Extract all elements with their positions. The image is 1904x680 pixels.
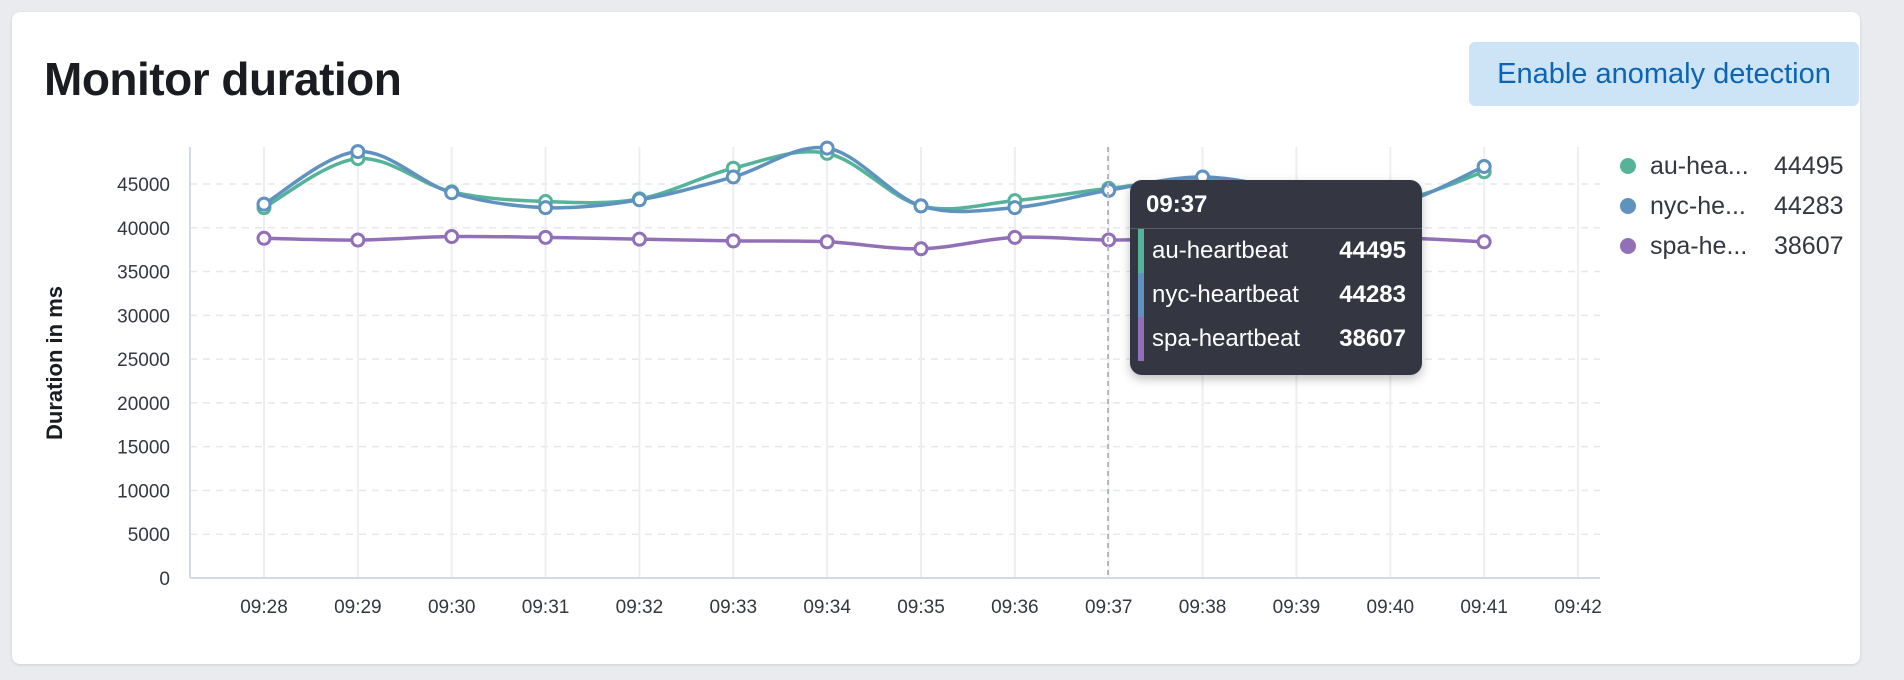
x-tick-label: 09:32 xyxy=(616,597,664,618)
tooltip-series-name: spa-heartbeat xyxy=(1152,325,1301,352)
legend-item[interactable]: au-hea... 44495 xyxy=(1620,146,1870,186)
data-point-spa-heartbeat xyxy=(725,233,741,249)
x-tick-label: 09:29 xyxy=(334,597,382,618)
tooltip-time: 09:37 xyxy=(1130,180,1422,229)
x-tick-label: 09:28 xyxy=(240,597,288,618)
y-tick-label: 15000 xyxy=(117,438,170,459)
data-point-nyc-heartbeat xyxy=(444,185,460,201)
y-tick-label: 10000 xyxy=(117,481,170,502)
tooltip-series-value: 44283 xyxy=(1339,281,1406,308)
tooltip-series-name: au-heartbeat xyxy=(1152,237,1289,264)
legend-value: 44495 xyxy=(1774,151,1844,180)
tooltip-swatch xyxy=(1138,229,1144,273)
legend-dot-icon xyxy=(1620,238,1636,254)
data-point-nyc-heartbeat xyxy=(538,200,554,216)
x-tick-label: 09:40 xyxy=(1367,597,1415,618)
tooltip-row: nyc-heartbeat 44283 xyxy=(1138,273,1422,317)
tooltip-row: au-heartbeat 44495 xyxy=(1138,229,1422,273)
legend-name: spa-he... xyxy=(1650,231,1748,260)
tooltip-series-value: 38607 xyxy=(1339,325,1406,352)
enable-anomaly-detection-button[interactable]: Enable anomaly detection xyxy=(1469,42,1859,106)
tooltip-row: spa-heartbeat 38607 xyxy=(1138,317,1422,361)
x-tick-label: 09:34 xyxy=(803,597,851,618)
chart-legend: au-hea... 44495 nyc-he... 44283 spa-he... 386… xyxy=(1620,146,1870,266)
data-point-nyc-heartbeat xyxy=(631,192,647,208)
data-point-spa-heartbeat xyxy=(256,230,272,246)
chart-axes: 0 5000 10000 15000 20000 25000 30000 35000 40000… xyxy=(117,147,1602,618)
legend-name: au-hea... xyxy=(1650,151,1749,180)
data-point-nyc-heartbeat xyxy=(350,144,366,160)
data-point-nyc-heartbeat xyxy=(913,198,929,214)
x-tick-label: 09:36 xyxy=(991,597,1039,618)
y-tick-label: 35000 xyxy=(117,263,170,284)
x-tick-label: 09:42 xyxy=(1554,597,1602,618)
tooltip-series-name: nyc-heartbeat xyxy=(1152,281,1299,308)
data-point-spa-heartbeat xyxy=(444,229,460,245)
chart-tooltip: 09:37 au-heartbeat 44495 nyc-heartbeat 4428… xyxy=(1130,180,1422,375)
monitor-duration-panel: Monitor duration Enable anomaly detectio… xyxy=(12,12,1860,664)
x-tick-label: 09:41 xyxy=(1460,597,1508,618)
y-tick-label: 5000 xyxy=(128,525,170,546)
y-tick-label: 40000 xyxy=(117,219,170,240)
data-point-spa-heartbeat xyxy=(538,229,554,245)
data-point-spa-heartbeat xyxy=(350,232,366,248)
data-point-spa-heartbeat xyxy=(1007,229,1023,245)
tooltip-swatch xyxy=(1138,317,1144,361)
x-tick-label: 09:37 xyxy=(1085,597,1133,618)
data-point-spa-heartbeat xyxy=(631,231,647,247)
data-point-nyc-heartbeat xyxy=(725,169,741,185)
data-point-spa-heartbeat xyxy=(819,234,835,250)
panel-title: Monitor duration xyxy=(44,53,402,105)
y-tick-label: 30000 xyxy=(117,306,170,327)
data-point-nyc-heartbeat xyxy=(256,196,272,212)
legend-dot-icon xyxy=(1620,158,1636,174)
x-tick-label: 09:35 xyxy=(897,597,945,618)
data-point-nyc-heartbeat xyxy=(1476,158,1492,174)
legend-value: 44283 xyxy=(1774,191,1844,220)
data-point-nyc-heartbeat xyxy=(1007,200,1023,216)
data-point-spa-heartbeat xyxy=(913,241,929,257)
y-tick-label: 45000 xyxy=(117,175,170,196)
legend-value: 38607 xyxy=(1774,231,1844,260)
y-axis-label: Duration in ms xyxy=(42,286,67,440)
tooltip-swatch xyxy=(1138,273,1144,317)
y-tick-label: 0 xyxy=(159,569,170,590)
legend-item[interactable]: nyc-he... 44283 xyxy=(1620,186,1870,226)
x-tick-label: 09:38 xyxy=(1179,597,1227,618)
legend-dot-icon xyxy=(1620,198,1636,214)
x-tick-label: 09:39 xyxy=(1273,597,1321,618)
chart-grid xyxy=(190,147,1600,578)
x-tick-label: 09:31 xyxy=(522,597,570,618)
x-tick-label: 09:33 xyxy=(710,597,758,618)
data-point-spa-heartbeat xyxy=(1476,234,1492,250)
y-tick-label: 20000 xyxy=(117,394,170,415)
data-point-nyc-heartbeat xyxy=(819,140,835,156)
tooltip-series-value: 44495 xyxy=(1339,237,1406,264)
y-tick-label: 25000 xyxy=(117,350,170,371)
x-tick-label: 09:30 xyxy=(428,597,476,618)
legend-name: nyc-he... xyxy=(1650,191,1746,220)
legend-item[interactable]: spa-he... 38607 xyxy=(1620,226,1870,266)
